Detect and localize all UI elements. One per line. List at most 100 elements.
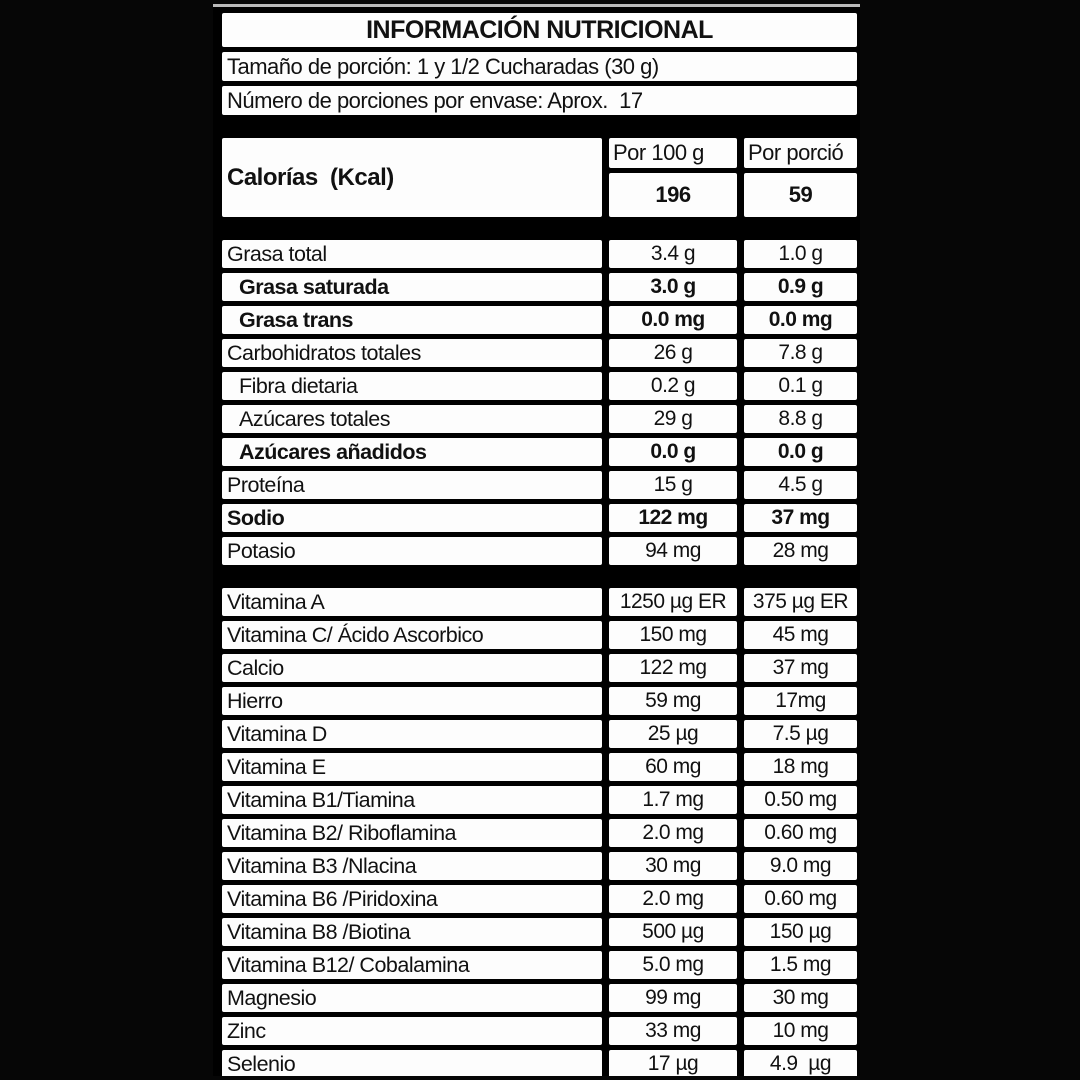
calories-block: Calorías (Kcal) Por 100 g Por porció 196… [222,138,857,217]
table-row: Vitamina E 60 mg 18 mg [222,753,857,781]
table-row: Hierro 59 mg 17mg [222,687,857,715]
row-per-serving-value: 375 µg ER [744,588,857,616]
row-label: Grasa total [222,240,602,268]
row-per-serving-value: 0.9 g [744,273,857,301]
row-label: Zinc [222,1017,602,1045]
table-row: Vitamina B8 /Biotina 500 µg 150 µg [222,918,857,946]
row-label: Vitamina B2/ Riboflamina [222,819,602,847]
table-row: Calcio 122 mg 37 mg [222,654,857,682]
table-row: Azúcares añadidos 0.0 g 0.0 g [222,438,857,466]
row-per-100g-value: 0.2 g [609,372,737,400]
row-label: Proteína [222,471,602,499]
row-label: Potasio [222,537,602,565]
column-header-per-serving: Por porció [744,138,857,168]
row-per-100g-value: 500 µg [609,918,737,946]
table-row: Vitamina C/ Ácido Ascorbico 150 mg 45 mg [222,621,857,649]
row-per-100g-value: 2.0 mg [609,885,737,913]
row-per-100g-value: 26 g [609,339,737,367]
table-row: Zinc 33 mg 10 mg [222,1017,857,1045]
row-per-serving-value: 0.0 g [744,438,857,466]
row-label: Hierro [222,687,602,715]
table-row: Azúcares totales 29 g 8.8 g [222,405,857,433]
row-per-serving-value: 37 mg [744,504,857,532]
table-row: Vitamina B6 /Piridoxina 2.0 mg 0.60 mg [222,885,857,913]
micronutrient-rows: Vitamina A 1250 µg ER 375 µg ER Vitamina… [222,588,857,1076]
table-row: Vitamina B3 /Nlacina 30 mg 9.0 mg [222,852,857,880]
row-per-100g-value: 150 mg [609,621,737,649]
table-row: Grasa trans 0.0 mg 0.0 mg [222,306,857,334]
row-per-100g-value: 99 mg [609,984,737,1012]
section-divider [222,120,857,132]
row-label: Magnesio [222,984,602,1012]
row-label: Vitamina C/ Ácido Ascorbico [222,621,602,649]
table-row: Carbohidratos totales 26 g 7.8 g [222,339,857,367]
row-label: Calcio [222,654,602,682]
calories-label: Calorías (Kcal) [222,138,602,217]
table-row: Vitamina B12/ Cobalamina 5.0 mg 1.5 mg [222,951,857,979]
row-label: Vitamina B6 /Piridoxina [222,885,602,913]
table-row: Proteína 15 g 4.5 g [222,471,857,499]
row-label: Sodio [222,504,602,532]
row-per-100g-value: 25 µg [609,720,737,748]
row-per-serving-value: 28 mg [744,537,857,565]
row-per-serving-value: 10 mg [744,1017,857,1045]
row-label: Vitamina B3 /Nlacina [222,852,602,880]
row-label: Azúcares añadidos [222,438,602,466]
row-per-serving-value: 8.8 g [744,405,857,433]
section-divider [222,570,857,582]
table-row: Vitamina B1/Tiamina 1.7 mg 0.50 mg [222,786,857,814]
row-per-100g-value: 1250 µg ER [609,588,737,616]
row-per-100g-value: 0.0 g [609,438,737,466]
row-label: Vitamina E [222,753,602,781]
row-per-serving-value: 7.5 µg [744,720,857,748]
row-per-100g-value: 30 mg [609,852,737,880]
table-row: Sodio 122 mg 37 mg [222,504,857,532]
row-per-serving-value: 45 mg [744,621,857,649]
row-per-serving-value: 4.9 µg [744,1050,857,1076]
row-per-100g-value: 0.0 mg [609,306,737,334]
row-label: Selenio [222,1050,602,1076]
column-header-per-100g: Por 100 g [609,138,737,168]
table-row: Grasa total 3.4 g 1.0 g [222,240,857,268]
label-top-edge [213,4,860,7]
row-per-serving-value: 0.60 mg [744,885,857,913]
row-label: Azúcares totales [222,405,602,433]
row-label: Vitamina A [222,588,602,616]
serving-size: Tamaño de porción: 1 y 1/2 Cucharadas (3… [222,52,857,81]
table-row: Vitamina B2/ Riboflamina 2.0 mg 0.60 mg [222,819,857,847]
table-row: Fibra dietaria 0.2 g 0.1 g [222,372,857,400]
table-row: Magnesio 99 mg 30 mg [222,984,857,1012]
row-per-100g-value: 5.0 mg [609,951,737,979]
table-title: INFORMACIÓN NUTRICIONAL [222,13,857,47]
row-per-100g-value: 17 µg [609,1050,737,1076]
row-label: Vitamina D [222,720,602,748]
row-per-100g-value: 1.7 mg [609,786,737,814]
row-per-100g-value: 59 mg [609,687,737,715]
row-per-serving-value: 0.50 mg [744,786,857,814]
row-label: Vitamina B1/Tiamina [222,786,602,814]
table-row: Vitamina D 25 µg 7.5 µg [222,720,857,748]
table-row: Selenio 17 µg 4.9 µg [222,1050,857,1076]
section-divider [222,222,857,234]
row-per-serving-value: 30 mg [744,984,857,1012]
row-per-100g-value: 122 mg [609,654,737,682]
row-per-serving-value: 1.5 mg [744,951,857,979]
row-per-serving-value: 4.5 g [744,471,857,499]
table-row: Vitamina A 1250 µg ER 375 µg ER [222,588,857,616]
row-label: Carbohidratos totales [222,339,602,367]
table-row: Grasa saturada 3.0 g 0.9 g [222,273,857,301]
row-label: Vitamina B12/ Cobalamina [222,951,602,979]
row-per-100g-value: 60 mg [609,753,737,781]
calories-per-100g-value: 196 [609,173,737,217]
row-per-serving-value: 0.1 g [744,372,857,400]
row-per-serving-value: 18 mg [744,753,857,781]
calories-per-serving-value: 59 [744,173,857,217]
row-per-100g-value: 122 mg [609,504,737,532]
row-per-100g-value: 94 mg [609,537,737,565]
row-per-100g-value: 15 g [609,471,737,499]
row-per-serving-value: 17mg [744,687,857,715]
row-per-100g-value: 33 mg [609,1017,737,1045]
row-per-serving-value: 0.0 mg [744,306,857,334]
row-per-100g-value: 3.0 g [609,273,737,301]
row-per-serving-value: 7.8 g [744,339,857,367]
